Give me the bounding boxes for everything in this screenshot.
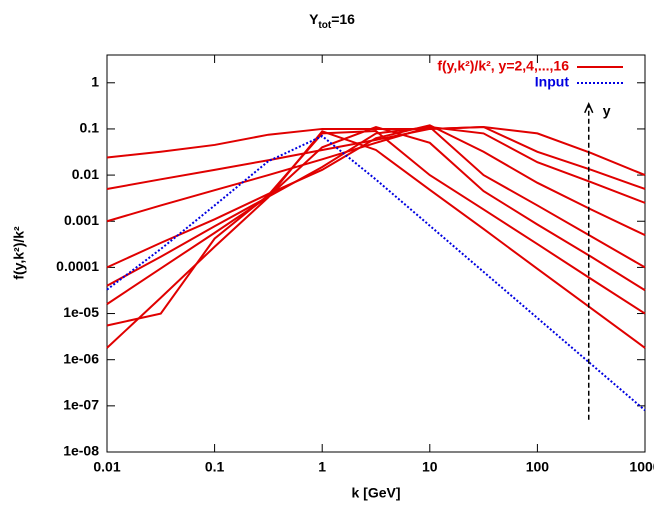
series-line (106, 126, 646, 177)
arrow-head (584, 101, 594, 114)
series-line (106, 125, 646, 305)
series-line (106, 126, 646, 223)
legend-label: Input (535, 74, 570, 90)
legend-label: f(y,k²)/k², y=2,4,...,16 (437, 58, 569, 74)
y-tick-label: 0.1 (80, 120, 100, 136)
x-tick-label: 10 (422, 459, 438, 475)
x-tick-label: 1 (318, 459, 326, 475)
series-line (106, 134, 646, 412)
series-line (106, 130, 646, 327)
y-tick-label: 1e-08 (63, 443, 99, 459)
y-tick-label: 0.01 (72, 166, 99, 182)
y-tick-label: 1e-05 (63, 304, 99, 320)
x-tick-label: 0.01 (93, 459, 120, 475)
x-tick-label: 100 (526, 459, 550, 475)
plot-frame (106, 54, 646, 453)
x-tick-label: 0.1 (205, 459, 225, 475)
series-line (106, 125, 646, 287)
arrow-label: y (603, 103, 611, 119)
title-main: Y (309, 11, 319, 27)
y-tick-label: 1e-07 (63, 397, 99, 413)
chart-title: Ytot=16 (309, 11, 355, 31)
y-tick-label: 0.001 (64, 212, 99, 228)
y-tick-label: 1 (91, 73, 99, 89)
title-rest: =16 (331, 11, 355, 27)
series-line (106, 124, 646, 269)
y-axis-label: f(y,k²)/k² (11, 226, 27, 280)
x-tick-label: 1000 (629, 459, 654, 475)
series-line (106, 126, 646, 190)
title-sub: tot (318, 20, 331, 31)
y-tick-label: 1e-06 (63, 350, 99, 366)
y-tick-label: 0.0001 (56, 258, 99, 274)
x-axis-label: k [GeV] (351, 485, 400, 501)
